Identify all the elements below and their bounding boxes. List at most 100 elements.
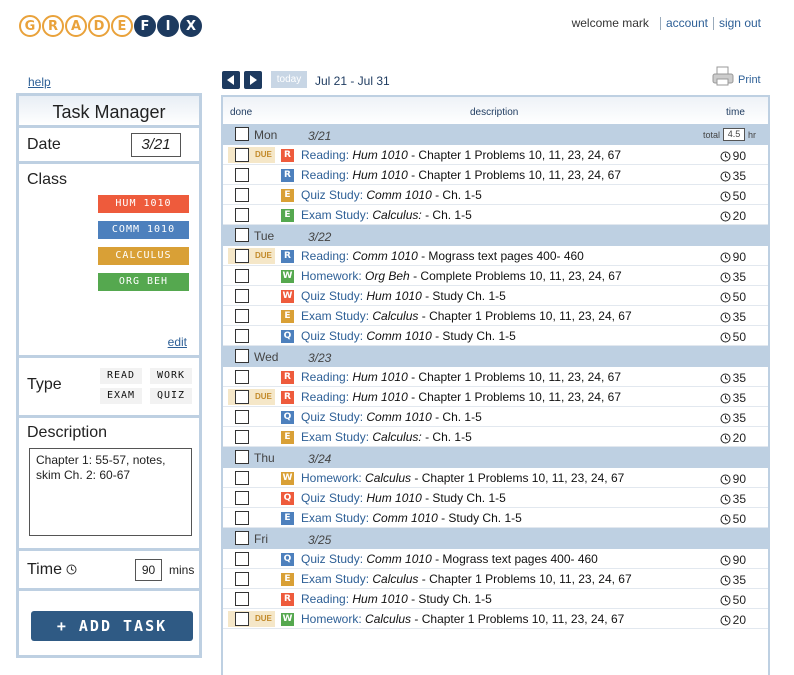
class-label: Class (27, 171, 68, 188)
day-checkbox[interactable] (235, 349, 249, 363)
clock-icon (720, 252, 731, 262)
day-date: 3/24 (308, 452, 332, 466)
type-work-button[interactable]: WORK (150, 368, 192, 384)
task-checkbox[interactable] (235, 430, 249, 444)
task-row[interactable]: DUE R Reading: Hum 1010 - Chapter 1 Proble… (223, 387, 768, 407)
task-checkbox[interactable] (235, 390, 249, 404)
task-row[interactable]: E Exam Study: Calculus: - Ch. 1-5 20 (223, 427, 768, 447)
task-checkbox[interactable] (235, 148, 249, 162)
edit-classes-link[interactable]: edit (167, 335, 187, 349)
class-button-comm-1010[interactable]: COMM 1010 (98, 221, 189, 239)
task-description: Homework: Org Beh - Complete Problems 10… (301, 269, 622, 283)
task-row[interactable]: R Reading: Hum 1010 - Chapter 1 Problems … (223, 165, 768, 185)
day-header-mon: Mon 3/21 total 4.5 hr (223, 124, 768, 145)
date-input[interactable]: 3/21 (131, 133, 181, 157)
task-checkbox[interactable] (235, 572, 249, 586)
add-task-button[interactable]: + ADD TASK (31, 611, 193, 641)
task-checkbox[interactable] (235, 289, 249, 303)
task-minutes: 35 (732, 310, 746, 324)
task-row[interactable]: DUE R Reading: Comm 1010 - Mograss text pa… (223, 246, 768, 266)
task-description: Quiz Study: Hum 1010 - Study Ch. 1-5 (301, 491, 506, 505)
day-checkbox[interactable] (235, 450, 249, 464)
task-checkbox[interactable] (235, 208, 249, 222)
task-row[interactable]: Q Quiz Study: Comm 1010 - Mograss text pa… (223, 549, 768, 569)
day-header-tue: Tue 3/22 (223, 225, 768, 246)
printer-icon (712, 66, 734, 86)
task-minutes: 50 (732, 593, 746, 607)
task-row[interactable]: DUE R Reading: Hum 1010 - Chapter 1 Proble… (223, 145, 768, 165)
class-button-org-beh[interactable]: ORG BEH (98, 273, 189, 291)
time-input[interactable]: 90 (135, 559, 162, 581)
task-checkbox[interactable] (235, 592, 249, 606)
clock-icon (720, 413, 731, 423)
task-row[interactable]: Q Quiz Study: Comm 1010 - Ch. 1-5 35 (223, 407, 768, 427)
task-time: 90 (720, 472, 746, 486)
type-read-button[interactable]: READ (100, 368, 142, 384)
task-row[interactable]: Q Quiz Study: Comm 1010 - Study Ch. 1-5 50 (223, 326, 768, 346)
description-label: Description (27, 424, 108, 441)
type-quiz-button[interactable]: QUIZ (150, 388, 192, 404)
task-text: - Chapter 1 Problems 10, 11, 23, 24, 67 (418, 572, 632, 586)
task-minutes: 50 (732, 512, 746, 526)
task-row[interactable]: W Homework: Org Beh - Complete Problems 1… (223, 266, 768, 286)
task-checkbox[interactable] (235, 188, 249, 202)
task-checkbox[interactable] (235, 471, 249, 485)
task-checkbox[interactable] (235, 511, 249, 525)
print-label: Print (738, 74, 761, 86)
sign-out-link[interactable]: sign out (718, 16, 761, 30)
task-row[interactable]: E Exam Study: Calculus: - Ch. 1-5 20 (223, 205, 768, 225)
class-button-calculus[interactable]: CALCULUS (98, 247, 189, 265)
task-row[interactable]: W Homework: Calculus - Chapter 1 Problems… (223, 468, 768, 488)
task-description: Quiz Study: Comm 1010 - Ch. 1-5 (301, 410, 482, 424)
task-row[interactable]: Q Quiz Study: Hum 1010 - Study Ch. 1-5 35 (223, 488, 768, 508)
task-checkbox[interactable] (235, 168, 249, 182)
day-checkbox[interactable] (235, 531, 249, 545)
task-row[interactable]: DUE W Homework: Calculus - Chapter 1 Probl… (223, 609, 768, 629)
task-checkbox[interactable] (235, 552, 249, 566)
logo-letter: D (88, 15, 110, 37)
task-kind: Quiz Study: (301, 188, 364, 202)
day-checkbox[interactable] (235, 228, 249, 242)
description-textarea[interactable]: Chapter 1: 55-57, notes, skim Ch. 2: 60-… (29, 448, 192, 536)
account-link[interactable]: account (665, 16, 708, 30)
welcome-text: welcome mark (571, 16, 649, 30)
today-button[interactable]: today (271, 71, 307, 88)
task-time: 90 (720, 250, 746, 264)
task-row[interactable]: E Quiz Study: Comm 1010 - Ch. 1-5 50 (223, 185, 768, 205)
task-checkbox[interactable] (235, 269, 249, 283)
type-exam-button[interactable]: EXAM (100, 388, 142, 404)
class-button-hum-1010[interactable]: HUM 1010 (98, 195, 189, 213)
task-time: 20 (720, 431, 746, 445)
task-description: Quiz Study: Hum 1010 - Study Ch. 1-5 (301, 289, 506, 303)
task-checkbox[interactable] (235, 612, 249, 626)
day-name: Wed (254, 350, 279, 364)
done-column-header: done (230, 107, 253, 118)
task-time: 20 (720, 209, 746, 223)
print-button[interactable]: Print (712, 66, 761, 86)
task-checkbox[interactable] (235, 370, 249, 384)
help-link[interactable]: help (28, 75, 51, 89)
task-row[interactable]: E Exam Study: Comm 1010 - Study Ch. 1-5 50 (223, 508, 768, 528)
task-row[interactable]: E Exam Study: Calculus - Chapter 1 Proble… (223, 569, 768, 589)
task-text: - Chapter 1 Problems 10, 11, 23, 24, 67 (407, 168, 621, 182)
task-row[interactable]: R Reading: Hum 1010 - Chapter 1 Problems … (223, 367, 768, 387)
task-checkbox[interactable] (235, 309, 249, 323)
task-checkbox[interactable] (235, 491, 249, 505)
task-minutes: 20 (732, 613, 746, 627)
task-kind: Quiz Study: (301, 410, 364, 424)
total-hours-input[interactable]: 4.5 (722, 128, 745, 141)
task-checkbox[interactable] (235, 249, 249, 263)
task-type-icon: R (281, 169, 294, 182)
next-week-button[interactable] (244, 71, 262, 89)
task-text: - Chapter 1 Problems 10, 11, 23, 24, 67 (411, 471, 625, 485)
task-checkbox[interactable] (235, 410, 249, 424)
day-checkbox[interactable] (235, 127, 249, 141)
task-row[interactable]: E Exam Study: Calculus - Chapter 1 Proble… (223, 306, 768, 326)
arrow-left-icon (227, 75, 234, 85)
task-row[interactable]: R Reading: Hum 1010 - Study Ch. 1-5 50 (223, 589, 768, 609)
task-row[interactable]: W Quiz Study: Hum 1010 - Study Ch. 1-5 50 (223, 286, 768, 306)
task-checkbox[interactable] (235, 329, 249, 343)
task-course: Hum 1010 (352, 148, 408, 162)
prev-week-button[interactable] (222, 71, 240, 89)
